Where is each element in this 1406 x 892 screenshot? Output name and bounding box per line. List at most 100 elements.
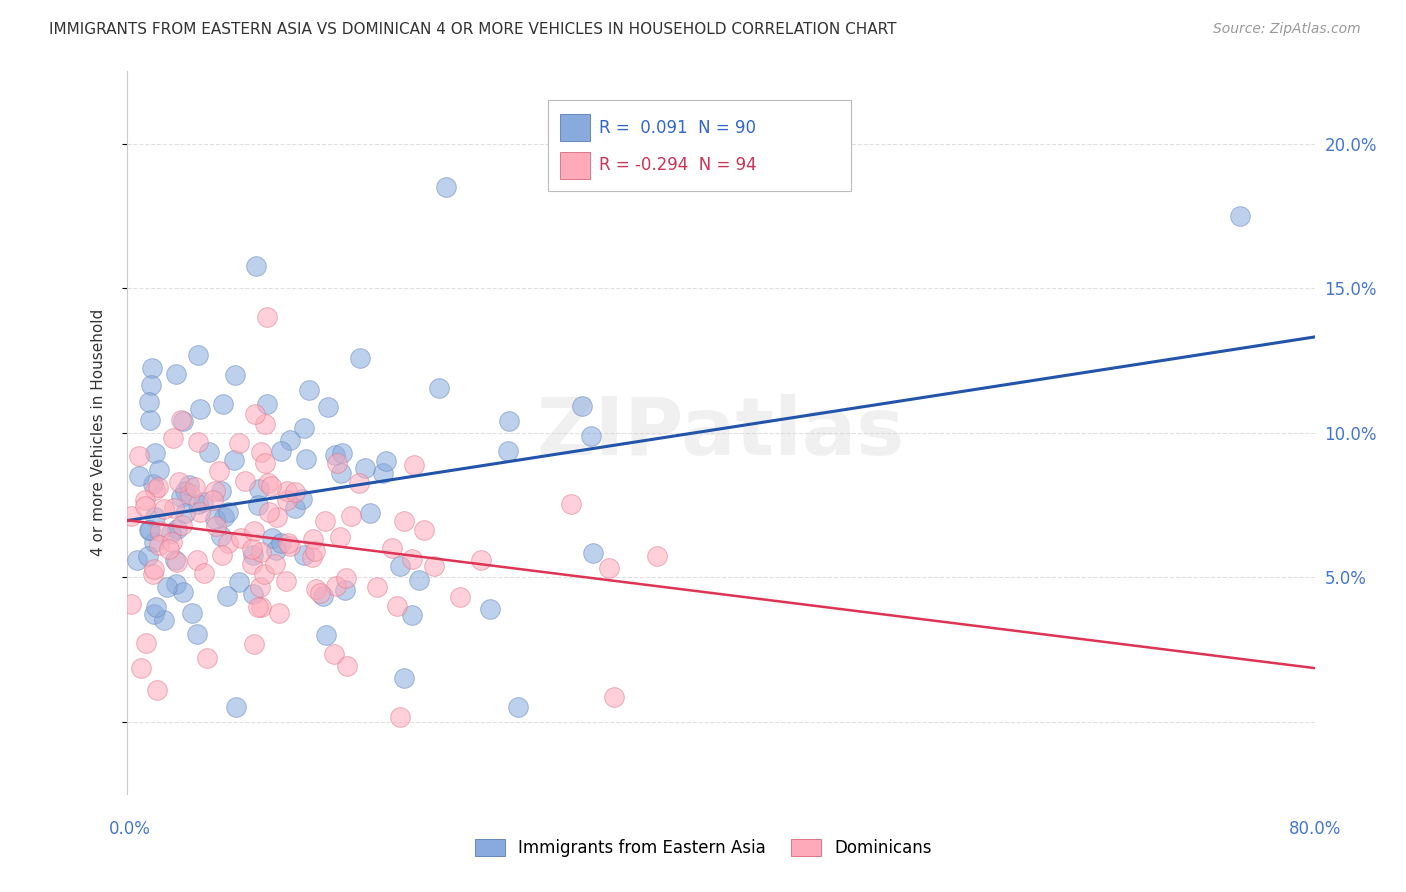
Point <box>180 606 202 620</box>
Point <box>389 559 412 574</box>
Point <box>204 511 226 525</box>
Point <box>228 574 250 589</box>
Point <box>142 476 165 491</box>
Point <box>339 508 361 523</box>
Point <box>193 495 215 509</box>
Point <box>184 480 207 494</box>
Point <box>193 566 215 581</box>
Point <box>163 500 186 515</box>
Point <box>257 505 280 519</box>
Point <box>205 519 228 533</box>
Point <box>278 540 301 554</box>
Point <box>264 557 287 571</box>
FancyBboxPatch shape <box>548 100 851 191</box>
Point <box>170 412 193 426</box>
Point <box>249 580 271 594</box>
Point <box>366 580 388 594</box>
Point <box>335 571 357 585</box>
Point <box>308 586 330 600</box>
Point <box>240 557 263 571</box>
Point <box>298 383 321 397</box>
Point <box>120 597 142 611</box>
FancyBboxPatch shape <box>560 152 591 179</box>
Point <box>581 428 603 442</box>
Point <box>166 522 188 536</box>
Point <box>412 523 434 537</box>
Point <box>153 502 176 516</box>
Point <box>149 524 172 538</box>
Text: ZIPatlas: ZIPatlas <box>537 393 904 472</box>
Point <box>371 466 394 480</box>
Point <box>250 544 273 558</box>
Point <box>187 348 209 362</box>
Point <box>336 659 359 673</box>
Point <box>125 553 148 567</box>
Point <box>256 476 278 491</box>
Point <box>163 553 186 567</box>
Point <box>187 497 209 511</box>
Point <box>276 483 298 498</box>
Point <box>323 448 346 462</box>
Point <box>231 531 253 545</box>
Point <box>284 484 307 499</box>
Point <box>269 607 291 621</box>
Point <box>174 483 197 498</box>
Point <box>212 397 235 411</box>
Point <box>330 467 353 481</box>
Point <box>571 399 593 413</box>
Point <box>330 446 353 460</box>
Legend: Immigrants from Eastern Asia, Dominicans: Immigrants from Eastern Asia, Dominicans <box>468 832 938 864</box>
Point <box>148 480 170 494</box>
Point <box>172 414 194 428</box>
Point <box>266 509 288 524</box>
Point <box>581 546 603 560</box>
Point <box>143 483 166 498</box>
Point <box>598 560 620 574</box>
Point <box>143 607 166 621</box>
Point <box>349 351 371 365</box>
FancyBboxPatch shape <box>560 114 591 142</box>
Point <box>245 259 267 273</box>
Point <box>347 475 370 490</box>
Point <box>135 635 157 649</box>
Point <box>242 548 264 562</box>
Point <box>389 710 412 724</box>
Point <box>314 514 336 528</box>
Point <box>292 421 315 435</box>
Point <box>209 529 232 543</box>
Point <box>225 700 247 714</box>
Point <box>470 552 492 566</box>
Point <box>270 444 292 458</box>
Point <box>139 413 162 427</box>
Point <box>170 490 193 504</box>
Point <box>270 535 292 549</box>
Point <box>385 599 408 613</box>
Point <box>177 478 200 492</box>
Point <box>315 628 337 642</box>
Point <box>408 573 430 587</box>
Point <box>165 368 187 382</box>
Point <box>128 469 150 483</box>
Point <box>394 514 416 528</box>
Point <box>326 456 349 470</box>
Point <box>498 415 520 429</box>
Point <box>153 613 176 627</box>
Point <box>131 661 153 675</box>
Point <box>211 548 233 562</box>
Point <box>264 542 287 557</box>
Point <box>212 509 235 524</box>
Point <box>195 651 218 665</box>
Point <box>242 587 264 601</box>
Point <box>179 487 201 501</box>
Point <box>254 456 277 470</box>
Point <box>166 555 188 569</box>
Point <box>375 454 398 468</box>
Point <box>142 566 165 581</box>
Point <box>148 538 170 552</box>
Text: Source: ZipAtlas.com: Source: ZipAtlas.com <box>1213 22 1361 37</box>
Point <box>197 445 219 459</box>
Point <box>162 431 184 445</box>
Point <box>243 407 266 421</box>
Point <box>322 648 344 662</box>
Point <box>172 585 194 599</box>
